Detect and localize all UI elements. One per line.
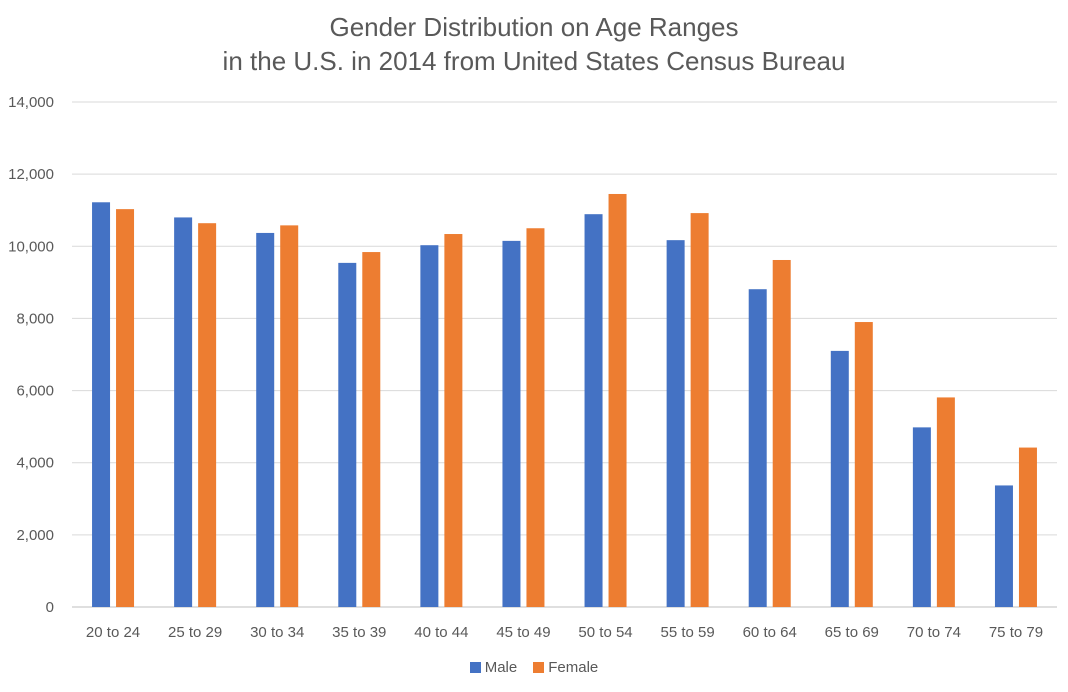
x-tick-label: 70 to 74 <box>907 624 961 641</box>
bar-female <box>1018 447 1037 607</box>
bar-male <box>92 202 111 607</box>
bar-female <box>116 209 135 607</box>
bar-male <box>666 240 685 607</box>
y-tick-label: 0 <box>46 599 54 616</box>
bar-female <box>854 322 873 607</box>
bar-male <box>502 240 521 607</box>
x-tick-label: 20 to 24 <box>86 624 140 641</box>
y-tick-label: 14,000 <box>8 94 54 111</box>
chart-title-line-2: in the U.S. in 2014 from United States C… <box>222 46 846 76</box>
bar-female <box>362 252 381 608</box>
x-tick-label: 25 to 29 <box>168 624 222 641</box>
bar-male <box>420 245 439 608</box>
bar-female <box>690 213 709 607</box>
x-tick-label: 60 to 64 <box>743 624 797 641</box>
chart-title-line-1: Gender Distribution on Age Ranges <box>329 12 739 42</box>
bar-female <box>608 193 627 607</box>
bar-female <box>280 225 299 607</box>
x-tick-label: 30 to 34 <box>250 624 304 641</box>
legend-label-male: Male <box>484 659 518 676</box>
bar-male <box>584 214 603 608</box>
bar-male <box>748 289 767 607</box>
legend-item-male: Male <box>469 659 518 676</box>
y-tick-label: 8,000 <box>16 310 54 327</box>
chart-legend: Male Female <box>0 659 1068 676</box>
y-tick-label: 2,000 <box>16 527 54 544</box>
y-tick-label: 6,000 <box>16 383 54 400</box>
bar-male <box>174 217 193 607</box>
x-tick-label: 45 to 49 <box>496 624 550 641</box>
legend-swatch-female <box>533 662 545 673</box>
y-tick-label: 12,000 <box>8 166 54 183</box>
bar-female <box>772 259 791 607</box>
legend-label-female: Female <box>548 659 599 676</box>
x-tick-label: 75 to 79 <box>989 624 1043 641</box>
bar-female <box>198 223 217 607</box>
bar-female <box>936 397 955 607</box>
x-tick-label: 35 to 39 <box>332 624 386 641</box>
x-tick-label: 50 to 54 <box>578 624 632 641</box>
bar-male <box>830 350 849 607</box>
y-tick-label: 10,000 <box>8 238 54 255</box>
legend-item-female: Female <box>533 659 598 676</box>
bar-male <box>338 262 357 607</box>
bar-female <box>526 228 545 607</box>
y-tick-label: 4,000 <box>16 455 54 472</box>
bar-male <box>256 232 275 608</box>
chart-title: Gender Distribution on Age Ranges in the… <box>0 10 1068 78</box>
x-tick-label: 40 to 44 <box>414 624 468 641</box>
bar-male <box>912 427 931 607</box>
legend-swatch-male <box>469 662 481 673</box>
bar-male <box>994 485 1013 607</box>
x-tick-label: 55 to 59 <box>661 624 715 641</box>
bar-female <box>444 234 463 607</box>
x-tick-label: 65 to 69 <box>825 624 879 641</box>
